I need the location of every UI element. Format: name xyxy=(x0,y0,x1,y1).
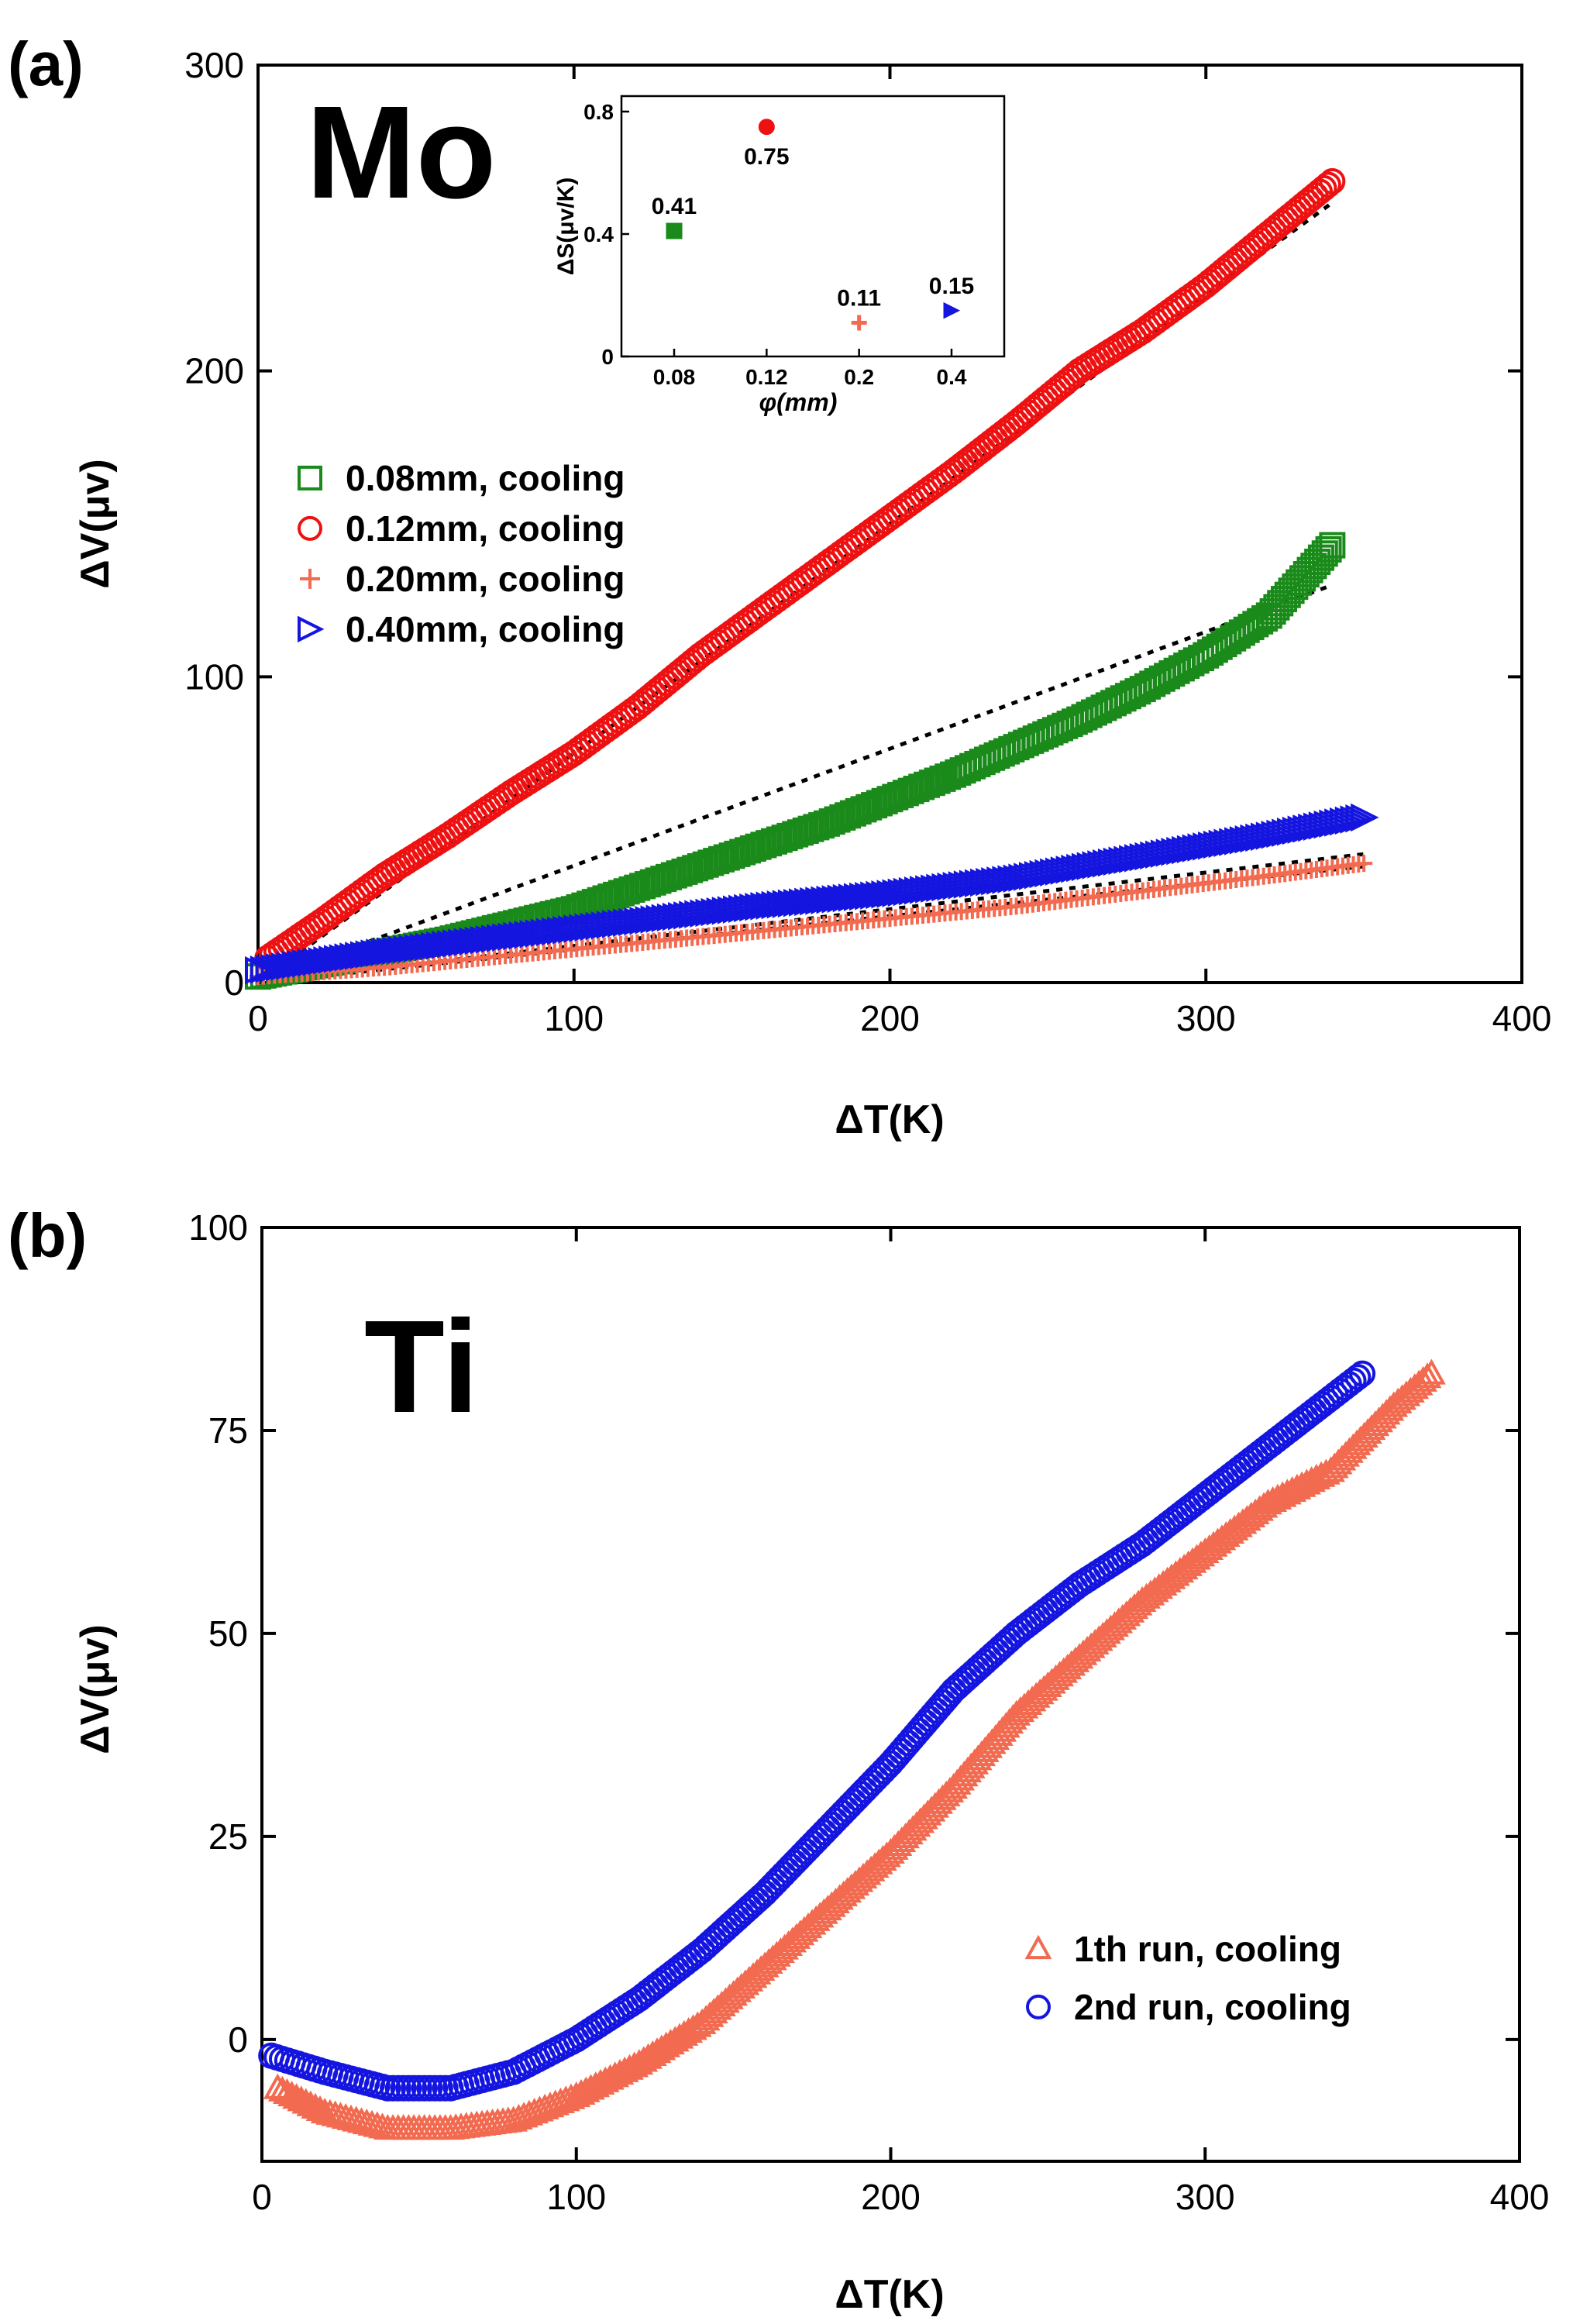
inset-data-point xyxy=(666,222,683,239)
series-0 xyxy=(263,1358,1446,2140)
inset-y-axis-label: ΔS(μv/K) xyxy=(553,177,579,276)
y-axis-label: ΔV(μv) xyxy=(73,459,118,588)
data-marks xyxy=(258,1358,1446,2140)
data-point xyxy=(1311,540,1338,567)
inset-x-tick-label: 0.4 xyxy=(937,365,967,389)
x-tick-label: 300 xyxy=(1175,2177,1235,2217)
legend-item: 0.08mm, cooling xyxy=(298,458,625,498)
y-tick-label: 100 xyxy=(184,656,244,697)
panel-label: (a) xyxy=(8,29,84,98)
inset-data-point xyxy=(758,119,775,136)
inset-data-label: 0.75 xyxy=(744,144,789,170)
inset-y-tick-label: 0.4 xyxy=(583,222,614,246)
inset-frame xyxy=(620,95,1006,358)
legend-label: 2nd run, cooling xyxy=(1074,1987,1351,2027)
inset-x-tick-label: 0.12 xyxy=(745,365,788,389)
legend-item: 2nd run, cooling xyxy=(1026,1987,1351,2027)
legend-item: 0.40mm, cooling xyxy=(298,609,625,649)
x-tick-label: 200 xyxy=(860,998,920,1038)
x-tick-label: 400 xyxy=(1490,2177,1550,2217)
data-marks xyxy=(245,167,1379,990)
inset-y-tick-label: 0 xyxy=(601,345,614,369)
data-point xyxy=(1355,855,1373,873)
series-1 xyxy=(258,1360,1376,2102)
y-axis-label: ΔV(μv) xyxy=(73,1624,118,1754)
x-axis-label: ΔT(K) xyxy=(835,1097,944,1142)
legend-marker xyxy=(298,515,322,541)
material-label: Mo xyxy=(306,79,496,226)
legend: 1th run, cooling 2nd run, cooling xyxy=(1024,1929,1351,2027)
y-tick-label: 25 xyxy=(208,1816,248,1857)
y-tick-label: 0 xyxy=(224,962,244,1003)
panel-a: (a) Mo 0 100 200 300 400 0 100 200 300 ΔT(K) ΔV(… xyxy=(8,29,1551,1142)
data-point xyxy=(1306,1461,1336,1487)
legend-label: 0.12mm, cooling xyxy=(346,508,625,549)
inset-chart: 0.08 0.12 0.2 0.4 0 0.4 0.8 0.41 0.75 0.11 0.15 φ… xyxy=(553,95,1006,416)
y-tick-label: 200 xyxy=(184,351,244,391)
inset-x-tick-label: 0.2 xyxy=(844,365,874,389)
legend-marker xyxy=(298,465,322,491)
data-point xyxy=(1314,171,1341,198)
legend-item: 0.20mm, cooling xyxy=(300,559,625,599)
legend-label: 0.08mm, cooling xyxy=(346,458,625,498)
inset-data-marks: 0.41 0.75 0.11 0.15 xyxy=(652,119,974,331)
legend-label: 0.20mm, cooling xyxy=(346,559,625,599)
y-tick-label: 100 xyxy=(188,1207,248,1248)
data-point xyxy=(1319,532,1346,559)
legend-item: 0.12mm, cooling xyxy=(298,508,625,549)
data-point xyxy=(1319,167,1346,195)
inset-data-label: 0.11 xyxy=(837,286,881,312)
panel-b: (b) Ti 0 100 200 300 400 0 25 50 75 100 ΔT(K) ΔV(… xyxy=(8,1201,1549,2317)
inset-x-tick-label: 0.08 xyxy=(653,365,696,389)
data-point xyxy=(1416,1358,1446,1385)
y-tick-label: 75 xyxy=(208,1410,248,1451)
y-tick-label: 300 xyxy=(184,45,244,85)
series-1 xyxy=(254,167,1346,972)
legend-marker xyxy=(1024,1934,1052,1960)
x-tick-label: 100 xyxy=(544,998,604,1038)
x-tick-label: 0 xyxy=(248,998,268,1038)
axis-ticks: 0 100 200 300 400 0 100 200 300 xyxy=(184,45,1551,1038)
series-3 xyxy=(245,803,1379,985)
data-point xyxy=(1351,803,1379,832)
data-point xyxy=(1413,1362,1442,1389)
data-point xyxy=(1344,1364,1372,1391)
inset-y-tick-label: 0.8 xyxy=(583,100,614,124)
legend: 0.08mm, cooling 0.12mm, cooling 0.20mm, co… xyxy=(298,458,625,649)
data-point xyxy=(1349,1360,1376,1387)
inset-data-point xyxy=(851,315,867,331)
x-tick-label: 400 xyxy=(1492,998,1552,1038)
inset-x-axis-label: φ(mm) xyxy=(759,388,838,416)
inset-data-label: 0.41 xyxy=(652,194,697,219)
fit-line xyxy=(257,583,1334,985)
x-tick-label: 100 xyxy=(546,2177,606,2217)
legend-label: 1th run, cooling xyxy=(1074,1929,1341,1969)
legend-item: 1th run, cooling xyxy=(1024,1929,1341,1969)
inset-data-label: 0.15 xyxy=(929,274,974,299)
data-point xyxy=(1315,535,1342,563)
x-tick-label: 0 xyxy=(252,2177,272,2217)
inset-axis-ticks: 0.08 0.12 0.2 0.4 0 0.4 0.8 xyxy=(583,100,967,389)
axis-ticks: 0 100 200 300 400 0 25 50 75 100 xyxy=(188,1207,1549,2217)
series-0 xyxy=(245,532,1346,990)
material-label: Ti xyxy=(364,1293,479,1441)
legend-marker xyxy=(300,568,320,589)
x-tick-label: 200 xyxy=(861,2177,921,2217)
legend-marker xyxy=(298,615,325,643)
panel-label: (b) xyxy=(8,1201,87,1270)
data-point xyxy=(1310,174,1337,201)
legend-label: 0.40mm, cooling xyxy=(346,609,625,649)
data-point xyxy=(1409,1365,1437,1392)
data-point xyxy=(674,2016,704,2043)
legend-marker xyxy=(1026,1994,1051,2019)
x-tick-label: 300 xyxy=(1176,998,1236,1038)
y-tick-label: 50 xyxy=(208,1613,248,1654)
inset-data-point xyxy=(943,301,961,319)
y-tick-label: 0 xyxy=(228,2019,248,2060)
x-axis-label: ΔT(K) xyxy=(835,2272,944,2317)
